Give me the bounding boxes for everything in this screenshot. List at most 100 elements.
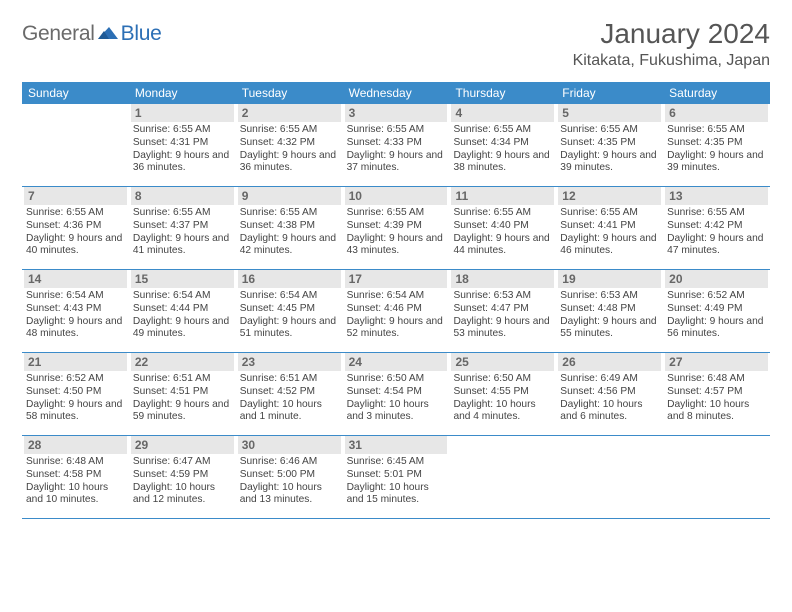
day-number: 11 [451,187,554,205]
day-cell: 13 Sunrise: 6:55 AMSunset: 4:42 PMDayligh… [663,187,770,269]
day-info: Sunrise: 6:55 AMSunset: 4:39 PMDaylight:… [345,207,448,258]
day-number: 20 [665,270,768,288]
day-cell: 24Sunrise: 6:50 AMSunset: 4:54 PMDayligh… [343,353,450,435]
day-cell: 9Sunrise: 6:55 AMSunset: 4:38 PMDaylight… [236,187,343,269]
dow-cell: Tuesday [236,82,343,104]
logo-icon [97,23,119,46]
day-cell: 10 Sunrise: 6:55 AMSunset: 4:39 PMDayligh… [343,187,450,269]
day-cell [22,104,129,186]
day-cell: 22Sunrise: 6:51 AMSunset: 4:51 PMDayligh… [129,353,236,435]
day-info: Sunrise: 6:55 AMSunset: 4:41 PMDaylight:… [558,207,661,258]
day-cell: 3 Sunrise: 6:55 AMSunset: 4:33 PMDaylight… [343,104,450,186]
day-info: Sunrise: 6:52 AMSunset: 4:49 PMDaylight:… [665,290,768,341]
day-cell: 18 Sunrise: 6:53 AMSunset: 4:47 PMDayligh… [449,270,556,352]
day-info: Sunrise: 6:53 AMSunset: 4:48 PMDaylight:… [558,290,661,341]
day-info: Sunrise: 6:52 AMSunset: 4:50 PMDaylight:… [24,373,127,424]
dow-cell: Thursday [449,82,556,104]
dow-cell: Wednesday [343,82,450,104]
day-cell: 16Sunrise: 6:54 AMSunset: 4:45 PMDayligh… [236,270,343,352]
day-cell: 25 Sunrise: 6:50 AMSunset: 4:55 PMDayligh… [449,353,556,435]
day-info: Sunrise: 6:55 AMSunset: 4:31 PMDaylight:… [131,124,234,175]
calendar: SundayMondayTuesdayWednesdayThursdayFrid… [22,82,770,519]
day-number: 10 [345,187,448,205]
day-cell: 28 Sunrise: 6:48 AMSunset: 4:58 PMDayligh… [22,436,129,518]
day-number: 17 [345,270,448,288]
day-info: Sunrise: 6:48 AMSunset: 4:58 PMDaylight:… [24,456,127,507]
day-info: Sunrise: 6:53 AMSunset: 4:47 PMDaylight:… [451,290,554,341]
week-row: 1 Sunrise: 6:55 AMSunset: 4:31 PMDaylight… [22,104,770,187]
day-number: 1 [131,104,234,122]
day-cell [449,436,556,518]
day-number: 18 [451,270,554,288]
day-number: 6 [665,104,768,122]
day-info: Sunrise: 6:54 AMSunset: 4:45 PMDaylight:… [238,290,341,341]
day-cell: 21 Sunrise: 6:52 AMSunset: 4:50 PMDayligh… [22,353,129,435]
day-info: Sunrise: 6:51 AMSunset: 4:52 PMDaylight:… [238,373,341,424]
day-number: 24 [345,353,448,371]
week-row: 14 Sunrise: 6:54 AMSunset: 4:43 PMDayligh… [22,270,770,353]
day-cell: 1 Sunrise: 6:55 AMSunset: 4:31 PMDaylight… [129,104,236,186]
day-number: 30 [238,436,341,454]
day-number: 14 [24,270,127,288]
day-info: Sunrise: 6:48 AMSunset: 4:57 PMDaylight:… [665,373,768,424]
day-info: Sunrise: 6:55 AMSunset: 4:32 PMDaylight:… [238,124,341,175]
day-info: Sunrise: 6:55 AMSunset: 4:33 PMDaylight:… [345,124,448,175]
day-cell: 14 Sunrise: 6:54 AMSunset: 4:43 PMDayligh… [22,270,129,352]
day-cell: 11 Sunrise: 6:55 AMSunset: 4:40 PMDayligh… [449,187,556,269]
day-info: Sunrise: 6:54 AMSunset: 4:43 PMDaylight:… [24,290,127,341]
day-number: 26 [558,353,661,371]
day-info: Sunrise: 6:50 AMSunset: 4:55 PMDaylight:… [451,373,554,424]
week-row: 7 Sunrise: 6:55 AMSunset: 4:36 PMDaylight… [22,187,770,270]
day-cell: 26 Sunrise: 6:49 AMSunset: 4:56 PMDayligh… [556,353,663,435]
day-cell: 12 Sunrise: 6:55 AMSunset: 4:41 PMDayligh… [556,187,663,269]
day-number: 19 [558,270,661,288]
week-row: 21 Sunrise: 6:52 AMSunset: 4:50 PMDayligh… [22,353,770,436]
day-cell: 27 Sunrise: 6:48 AMSunset: 4:57 PMDayligh… [663,353,770,435]
day-cell [556,436,663,518]
day-info: Sunrise: 6:55 AMSunset: 4:37 PMDaylight:… [131,207,234,258]
day-number: 7 [24,187,127,205]
day-cell: 31 Sunrise: 6:45 AMSunset: 5:01 PMDayligh… [343,436,450,518]
title-block: January 2024 Kitakata, Fukushima, Japan [573,18,770,70]
day-number: 13 [665,187,768,205]
day-number: 8 [131,187,234,205]
day-info: Sunrise: 6:55 AMSunset: 4:36 PMDaylight:… [24,207,127,258]
day-info: Sunrise: 6:55 AMSunset: 4:42 PMDaylight:… [665,207,768,258]
dow-row: SundayMondayTuesdayWednesdayThursdayFrid… [22,82,770,104]
dow-cell: Sunday [22,82,129,104]
day-number: 27 [665,353,768,371]
dow-cell: Friday [556,82,663,104]
logo-text-blue: Blue [121,22,162,46]
day-number: 21 [24,353,127,371]
location: Kitakata, Fukushima, Japan [573,52,770,70]
logo-text-general: General [22,22,95,46]
week-row: 28 Sunrise: 6:48 AMSunset: 4:58 PMDayligh… [22,436,770,519]
day-info: Sunrise: 6:51 AMSunset: 4:51 PMDaylight:… [131,373,234,424]
day-number: 12 [558,187,661,205]
day-number: 3 [345,104,448,122]
day-cell: 17 Sunrise: 6:54 AMSunset: 4:46 PMDayligh… [343,270,450,352]
day-cell: 23 Sunrise: 6:51 AMSunset: 4:52 PMDayligh… [236,353,343,435]
day-info: Sunrise: 6:55 AMSunset: 4:35 PMDaylight:… [665,124,768,175]
day-cell: 5Sunrise: 6:55 AMSunset: 4:35 PMDaylight… [556,104,663,186]
day-number: 31 [345,436,448,454]
day-cell: 15Sunrise: 6:54 AMSunset: 4:44 PMDayligh… [129,270,236,352]
day-info: Sunrise: 6:46 AMSunset: 5:00 PMDaylight:… [238,456,341,507]
day-number: 29 [131,436,234,454]
day-cell: 29Sunrise: 6:47 AMSunset: 4:59 PMDayligh… [129,436,236,518]
day-number: 28 [24,436,127,454]
month-title: January 2024 [573,18,770,50]
day-number: 9 [238,187,341,205]
logo: General Blue [22,22,161,46]
day-cell: 30 Sunrise: 6:46 AMSunset: 5:00 PMDayligh… [236,436,343,518]
day-cell: 6 Sunrise: 6:55 AMSunset: 4:35 PMDaylight… [663,104,770,186]
day-number: 25 [451,353,554,371]
dow-cell: Monday [129,82,236,104]
day-info: Sunrise: 6:49 AMSunset: 4:56 PMDaylight:… [558,373,661,424]
day-info: Sunrise: 6:55 AMSunset: 4:40 PMDaylight:… [451,207,554,258]
day-cell: 7 Sunrise: 6:55 AMSunset: 4:36 PMDaylight… [22,187,129,269]
day-info: Sunrise: 6:45 AMSunset: 5:01 PMDaylight:… [345,456,448,507]
day-number: 2 [238,104,341,122]
day-info: Sunrise: 6:54 AMSunset: 4:46 PMDaylight:… [345,290,448,341]
day-number: 23 [238,353,341,371]
